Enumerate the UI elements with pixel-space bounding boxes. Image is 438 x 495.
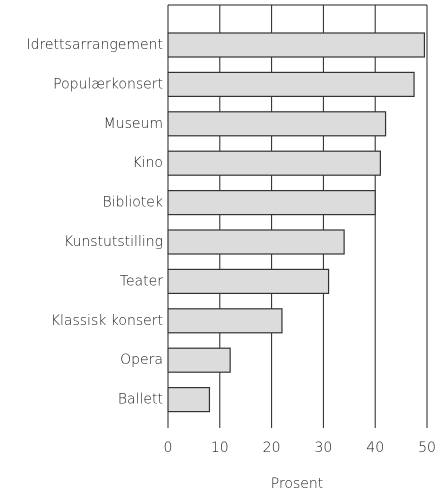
bar bbox=[167, 347, 231, 373]
x-axis-title: Prosent bbox=[271, 476, 323, 492]
x-tick-label: 30 bbox=[314, 440, 332, 456]
y-tick-label: Bibliotek bbox=[103, 195, 164, 211]
x-tick-label: 20 bbox=[263, 440, 281, 456]
y-tick-label: Ballett bbox=[118, 392, 163, 408]
bar bbox=[167, 268, 330, 294]
bar bbox=[167, 32, 426, 58]
bar bbox=[167, 71, 415, 98]
y-tick-label: Klassisk konsert bbox=[51, 313, 163, 329]
y-tick-label: Kunstutstilling bbox=[64, 234, 163, 250]
x-tick-label: 50 bbox=[418, 440, 436, 456]
bar bbox=[167, 229, 345, 255]
bar bbox=[167, 150, 381, 176]
y-tick-label: Idrettsarrangement bbox=[26, 37, 163, 53]
bar bbox=[167, 308, 283, 334]
bar bbox=[167, 387, 211, 413]
x-tick-label: 0 bbox=[164, 440, 173, 456]
bar bbox=[167, 111, 387, 137]
y-tick-label: Populærkonsert bbox=[53, 76, 163, 92]
bar bbox=[167, 190, 376, 216]
y-tick-label: Kino bbox=[132, 155, 163, 171]
y-tick-label: Teater bbox=[120, 273, 163, 289]
y-tick-label: Opera bbox=[120, 352, 163, 368]
y-tick-label: Museum bbox=[104, 116, 163, 132]
x-tick-label: 40 bbox=[366, 440, 384, 456]
x-tick-label: 10 bbox=[211, 440, 229, 456]
